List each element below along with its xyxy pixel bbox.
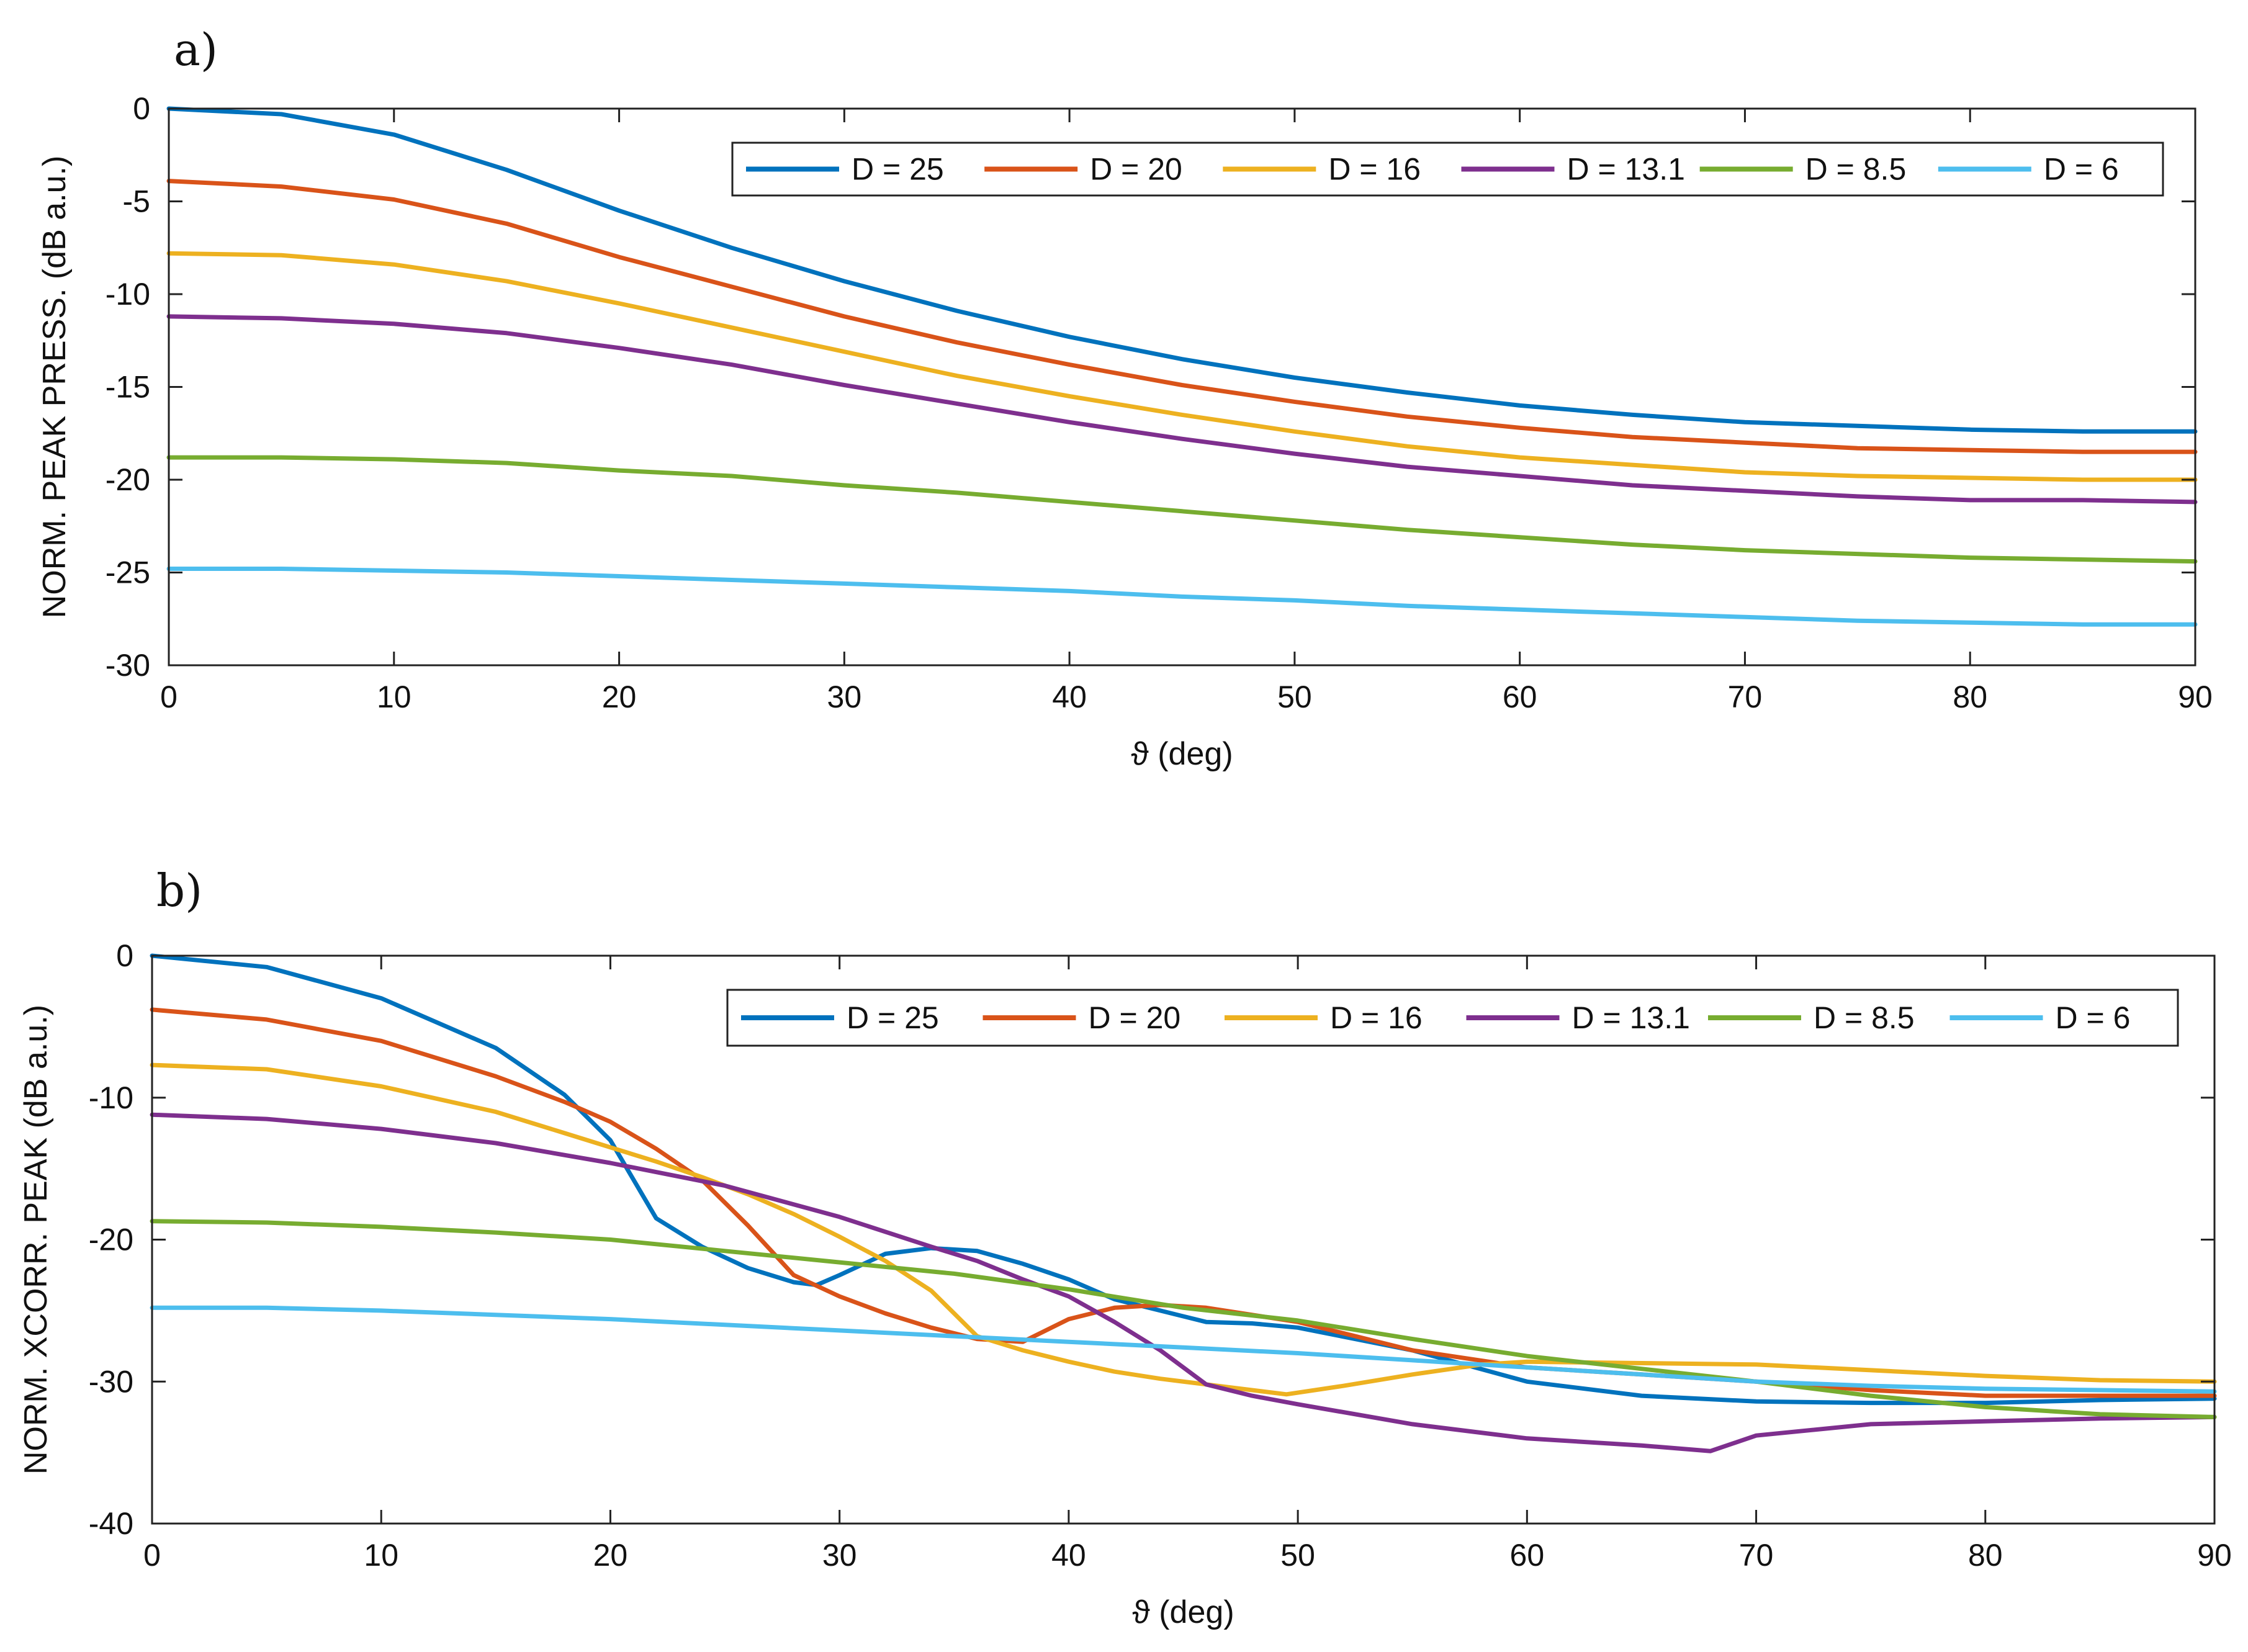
x-tick-label: 30 (822, 1538, 857, 1573)
x-tick-label: 10 (364, 1538, 398, 1573)
series-line-d-8-5 (150, 1219, 2217, 1419)
x-axis-label: ϑ (deg) (1132, 1594, 1234, 1630)
legend-entry: D = 8.5 (1814, 1000, 1915, 1035)
y-tick-label: -20 (106, 462, 150, 497)
series-line-d-25 (150, 953, 2217, 1406)
y-tick-label: 0 (133, 91, 150, 126)
legend: D = 25 D = 20 D = 16 D = 13.1 D = 8.5 D = 6 (726, 989, 2179, 1047)
series-lines (150, 953, 2217, 1453)
legend-entry: D = 16 (1330, 1000, 1423, 1035)
y-tick-label: -20 (89, 1223, 133, 1257)
x-tick-label: 60 (1503, 680, 1537, 714)
x-tick-label: 20 (602, 680, 637, 714)
y-axis-label: NORM. XCORR. PEAK (dB a.u.) (18, 1005, 54, 1475)
series-lines (166, 106, 2198, 627)
y-axis-label: NORM. PEAK PRESS. (dB a.u.) (37, 156, 73, 619)
legend-entry: D = 25 (852, 152, 944, 187)
panel-b: b) 0 10 20 30 40 50 60 70 80 90 0 -10 -20 -30 -40 ϑ (deg… (18, 864, 2232, 1630)
y-tick-label: -30 (106, 648, 150, 683)
series-line-d-8-5 (166, 455, 2198, 564)
x-axis-label: ϑ (deg) (1131, 736, 1233, 772)
series-line-d-6 (166, 567, 2198, 627)
legend-entry: D = 16 (1328, 152, 1421, 187)
x-tick-label: 30 (827, 680, 862, 714)
panel-label: b) (156, 864, 202, 917)
legend-entry: D = 20 (1089, 1000, 1181, 1035)
panel-a: a) 0 10 20 30 40 50 60 70 80 90 0 -5 -10 -15 -20 -25 -30 ϑ… (37, 24, 2213, 772)
y-tick-label: -40 (89, 1506, 133, 1541)
panel-label: a) (174, 24, 218, 76)
y-tick-label: 0 (116, 938, 133, 973)
legend-entry: D = 8.5 (1805, 152, 1907, 187)
legend-entry: D = 6 (2044, 152, 2119, 187)
series-line-d-25 (166, 106, 2198, 434)
y-tick-label: -25 (106, 555, 150, 590)
x-tick-label: 20 (593, 1538, 628, 1573)
x-tick-label: 40 (1052, 680, 1087, 714)
y-tick-label: -10 (89, 1080, 133, 1115)
series-line-d-20 (166, 179, 2198, 454)
y-tick-label: -5 (123, 184, 150, 219)
y-tick-label: -30 (89, 1364, 133, 1399)
x-tick-label: 10 (377, 680, 411, 714)
legend-entry: D = 13.1 (1572, 1000, 1690, 1035)
x-tick-label: 50 (1277, 680, 1312, 714)
legend-box (726, 989, 2179, 1047)
x-tick-label: 40 (1051, 1538, 1086, 1573)
x-tick-label: 90 (2197, 1538, 2232, 1573)
y-tick-label: -15 (106, 370, 150, 405)
x-tick-label: 0 (143, 1538, 161, 1573)
legend-entry: D = 25 (847, 1000, 939, 1035)
legend-entry: D = 6 (2056, 1000, 2131, 1035)
legend-box (731, 141, 2164, 197)
legend-entry: D = 20 (1090, 152, 1182, 187)
x-tick-label: 60 (1510, 1538, 1545, 1573)
x-tick-label: 70 (1728, 680, 1763, 714)
series-line-d-6 (150, 1305, 2217, 1394)
series-line-d-20 (150, 1007, 2217, 1398)
legend-entry: D = 13.1 (1567, 152, 1685, 187)
series-line-d-13-1 (150, 1112, 2217, 1453)
y-tick-label: -10 (106, 277, 150, 312)
x-tick-label: 70 (1739, 1538, 1774, 1573)
x-tick-label: 50 (1280, 1538, 1315, 1573)
series-line-d-16 (166, 251, 2198, 482)
legend: D = 25 D = 20 D = 16 D = 13.1 D = 8.5 D = 6 (731, 141, 2164, 197)
x-tick-label: 90 (2178, 680, 2213, 714)
x-tick-label: 80 (1953, 680, 1987, 714)
series-line-d-16 (150, 1062, 2217, 1397)
series-line-d-13-1 (166, 314, 2198, 505)
x-tick-label: 0 (160, 680, 178, 714)
x-tick-label: 80 (1968, 1538, 2003, 1573)
